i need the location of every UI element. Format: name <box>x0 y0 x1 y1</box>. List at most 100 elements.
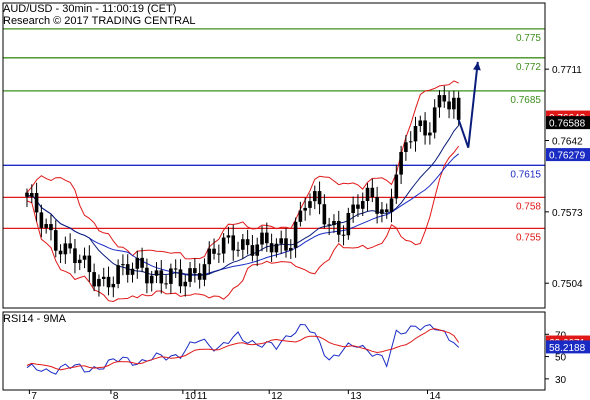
candle-body <box>336 221 341 235</box>
candle-body <box>288 247 293 251</box>
candle-body <box>82 255 87 260</box>
rsi-axis-tick-label: 50 <box>555 353 567 364</box>
candle-body <box>351 204 355 213</box>
candle-body <box>217 253 221 255</box>
candle-body <box>284 238 288 251</box>
candle-body <box>394 174 399 199</box>
candle-body <box>140 257 144 268</box>
price-badge-box <box>546 116 590 130</box>
rsi-badge-box <box>546 340 590 354</box>
candle-body <box>317 191 322 205</box>
candle-body <box>231 235 236 251</box>
green-level-label: 0.7685 <box>510 95 541 106</box>
candle-body <box>428 132 432 136</box>
candle-body <box>149 275 154 284</box>
rsi-series-rsi-line <box>26 323 460 375</box>
candle-body <box>452 97 456 110</box>
candle-body <box>260 232 264 245</box>
candle-body <box>384 209 389 212</box>
candle-body <box>207 248 212 265</box>
candle-body <box>456 97 461 120</box>
candle-body <box>97 278 101 287</box>
price-axis-tick-label: 0.7504 <box>552 279 583 290</box>
candle-body <box>279 238 283 244</box>
candle-body <box>442 95 447 102</box>
candle-body <box>399 151 403 175</box>
candle-body <box>341 234 346 236</box>
candle-body <box>197 273 202 280</box>
candle-body <box>274 243 279 253</box>
candle-body <box>298 210 303 222</box>
candle-body <box>106 276 111 288</box>
candle-body <box>408 141 413 143</box>
time-axis-tick-label: 11 <box>197 391 208 400</box>
candle-body <box>241 239 245 250</box>
green-level-label: 0.775 <box>516 33 541 44</box>
candle-body <box>226 235 231 238</box>
candle-body <box>293 221 298 248</box>
candle-body <box>221 237 226 254</box>
price-panel-border <box>2 2 546 309</box>
rsi-badge-label: 58.2188 <box>549 343 586 354</box>
price-badge-label: 0.76588 <box>549 119 586 130</box>
candle-body <box>58 250 63 255</box>
candle-body <box>183 281 188 287</box>
price-badge-label: 0.76279 <box>549 151 586 162</box>
rsi-panel-border <box>2 311 546 391</box>
candle-body <box>29 193 34 197</box>
projection-arrow-head <box>473 61 481 71</box>
candle-body <box>389 198 394 212</box>
candle-body <box>375 197 379 214</box>
candle-body <box>365 187 370 202</box>
candle-body <box>188 268 192 282</box>
candle-body <box>164 283 168 285</box>
chart-title: AUD/USD - 30min - 11:00:19 (CET) <box>3 3 176 15</box>
candle-body <box>169 268 173 284</box>
candle-body <box>145 267 149 284</box>
candle-body <box>25 192 29 197</box>
time-axis-tick-label: 14 <box>429 391 441 400</box>
candle-body <box>68 243 72 249</box>
candle-body <box>116 265 120 284</box>
candle-body <box>159 270 164 284</box>
candle-body <box>250 245 255 256</box>
candle-body <box>77 259 82 264</box>
candle-body <box>447 101 451 110</box>
candle-body <box>269 243 274 253</box>
candle-body <box>360 201 365 209</box>
red-level-label: 0.758 <box>516 201 541 212</box>
candle-body <box>265 232 269 244</box>
candle-body <box>245 239 250 246</box>
candle-body <box>303 207 307 211</box>
candle-body <box>92 272 96 287</box>
candle-body <box>212 248 216 254</box>
candle-body <box>178 269 183 287</box>
price-axis-tick-label: 0.7573 <box>552 208 583 219</box>
rsi-panel <box>26 323 460 375</box>
candle-body <box>413 126 418 142</box>
candle-body <box>332 221 336 226</box>
candle-body <box>312 191 317 202</box>
rsi-panel-label: RSI14 - 9MA <box>3 313 67 325</box>
candle-body <box>202 264 207 280</box>
candle-body <box>423 120 427 136</box>
time-axis-tick-label: 8 <box>113 391 119 400</box>
projection-arrow-line <box>457 61 479 149</box>
candle-body <box>193 268 197 274</box>
candle-body <box>121 264 125 266</box>
candle-body <box>49 224 53 231</box>
blue-level-label: 0.7615 <box>510 169 541 180</box>
candle-body <box>135 257 140 269</box>
candle-body <box>63 243 68 255</box>
candle-body <box>380 209 384 214</box>
time-axis-tick-label: 12 <box>271 391 283 400</box>
price-badge-box <box>546 148 590 162</box>
time-axis-tick-label: 7 <box>31 391 37 400</box>
green-level-label: 0.772 <box>516 62 541 73</box>
candle-body <box>44 224 48 228</box>
price-panel: 0.775 0.772 0.7685 0.7615 0.758 0.755 <box>3 28 545 303</box>
candle-body <box>432 107 437 133</box>
candle-body <box>125 264 130 275</box>
